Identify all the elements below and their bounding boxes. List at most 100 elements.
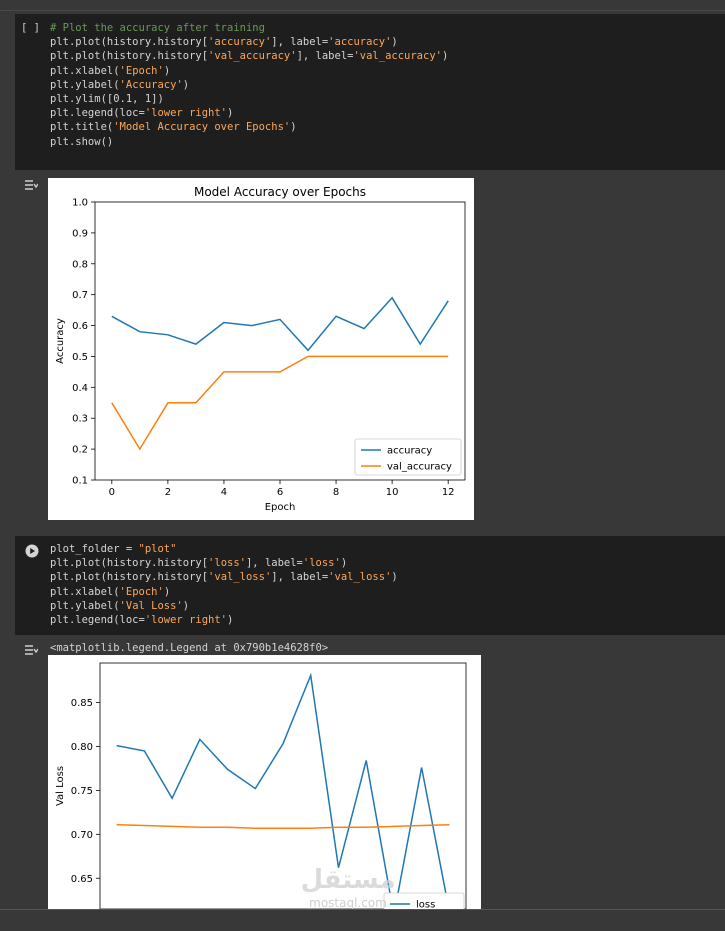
- code-token: "plot": [138, 543, 177, 555]
- code-editor[interactable]: # Plot the accuracy after training plt.pl…: [50, 21, 448, 149]
- y-tick-label: 0.70: [71, 830, 93, 841]
- series-line-loss: [116, 672, 450, 909]
- code-token: ): [441, 50, 449, 63]
- code-token: ): [182, 78, 190, 91]
- output-toggle-icon[interactable]: [24, 178, 38, 192]
- code-line: plt.show(): [50, 135, 448, 149]
- code-line: plt.ylabel('Val Loss'): [50, 599, 398, 613]
- x-tick-label: 8: [333, 487, 339, 498]
- code-token: 'Epoch': [119, 585, 164, 598]
- top-toolbar-edge: [0, 0, 725, 11]
- code-line: plt.ylim([0.1, 1]): [50, 92, 448, 106]
- code-editor[interactable]: plot_folder = "plot" plt.plot(history.his…: [50, 542, 398, 627]
- code-token: 'loss': [208, 557, 246, 570]
- code-token: plt.ylim([0.1, 1]): [50, 92, 164, 105]
- code-token: 'val_accuracy': [353, 50, 442, 63]
- code-token: plt.title(: [50, 121, 114, 134]
- y-tick-label: 0.2: [72, 445, 88, 456]
- code-token: plt.plot(history.history[: [50, 557, 209, 570]
- code-token: 'Accuracy': [119, 78, 183, 91]
- x-axis-label: Epoch: [265, 502, 296, 513]
- y-tick-label: 0.85: [71, 698, 93, 709]
- y-axis-label: Accuracy: [55, 318, 66, 364]
- code-token: 'lower right': [144, 107, 228, 120]
- y-tick-label: 0.80: [71, 742, 93, 753]
- code-token: ], label=: [245, 557, 303, 570]
- code-line: plot_folder = "plot": [50, 542, 398, 556]
- code-token: ): [163, 585, 171, 598]
- code-cell-loss[interactable]: plot_folder = "plot" plt.plot(history.his…: [15, 536, 725, 635]
- code-token: ): [340, 557, 348, 570]
- code-token: plt.plot(history.history[: [50, 36, 209, 49]
- plot-frame: [94, 201, 466, 481]
- series-line-accuracy: [111, 296, 449, 352]
- code-token: ): [391, 571, 398, 584]
- code-line: plt.ylabel('Accuracy'): [50, 78, 448, 92]
- code-line: plt.xlabel('Epoch'): [50, 64, 448, 78]
- code-token: plt.plot(history.history[: [50, 571, 209, 584]
- code-token: ], label=: [296, 50, 354, 63]
- code-token: 'Model Accuracy over Epochs': [113, 121, 291, 134]
- y-axis-label: Val Loss: [55, 766, 66, 806]
- code-token: plot_folder =: [50, 543, 139, 555]
- code-token: 'loss': [302, 557, 341, 570]
- code-token: 'val_loss': [208, 571, 272, 584]
- y-tick-label: 0.65: [71, 874, 93, 885]
- y-tick-label: 0.4: [72, 383, 88, 394]
- code-line: plt.title('Model Accuracy over Epochs'): [50, 120, 448, 134]
- code-line: plt.plot(history.history['loss'], label=…: [50, 556, 398, 570]
- watermark-logo: مستقل: [300, 865, 395, 895]
- y-tick-label: 0.3: [72, 414, 88, 425]
- series-line-val_accuracy: [111, 355, 449, 451]
- code-token: plt.legend(loc=: [50, 613, 145, 626]
- code-line: plt.plot(history.history['accuracy'], la…: [50, 35, 448, 49]
- code-token: 'accuracy': [208, 36, 272, 49]
- code-token: ], label=: [271, 36, 329, 49]
- code-token: plt.ylabel(: [50, 78, 120, 91]
- y-tick-label: 0.9: [72, 228, 88, 239]
- y-tick-label: 1.0: [72, 198, 88, 209]
- code-token: 'lower right': [144, 613, 228, 626]
- code-line: plt.plot(history.history['val_loss'], la…: [50, 570, 398, 584]
- code-token: ): [227, 107, 234, 120]
- x-tick-label: 4: [221, 487, 227, 498]
- code-token: # Plot the accuracy after training: [50, 22, 265, 34]
- code-line: plt.legend(loc='lower right'): [50, 613, 398, 627]
- output-text: <matplotlib.legend.Legend at 0x790b1e462…: [50, 642, 329, 654]
- y-tick-label: 0.5: [72, 352, 88, 363]
- code-token: 'Epoch': [119, 64, 164, 77]
- code-token: plt.xlabel(: [50, 64, 120, 77]
- code-token: plt.ylabel(: [50, 599, 120, 612]
- output-toggle-icon[interactable]: [24, 643, 38, 657]
- y-tick-label: 0.1: [72, 476, 88, 487]
- y-tick-label: 0.7: [72, 290, 88, 301]
- legend-label-loss: loss: [416, 900, 435, 910]
- code-token: plt.legend(loc=: [50, 107, 145, 120]
- legend-box: [383, 892, 465, 909]
- code-token: ): [227, 613, 234, 626]
- code-cell-accuracy[interactable]: [ ] # Plot the accuracy after training pl…: [15, 14, 725, 170]
- plot-frame: [99, 662, 467, 909]
- x-tick-label: 12: [442, 487, 455, 498]
- code-line: plt.legend(loc='lower right'): [50, 106, 448, 120]
- y-tick-label: 0.8: [72, 259, 88, 270]
- play-icon[interactable]: [25, 544, 39, 558]
- y-tick-label: 0.75: [71, 786, 93, 797]
- code-token: 'val_loss': [328, 571, 392, 584]
- code-token: ): [163, 64, 171, 77]
- legend-label-accuracy: accuracy: [387, 446, 432, 457]
- code-line: plt.xlabel('Epoch'): [50, 585, 398, 599]
- legend-box: [354, 438, 462, 476]
- chart-title: Model Accuracy over Epochs: [194, 185, 366, 199]
- code-token: 'Val Loss': [119, 599, 183, 612]
- run-cell-button[interactable]: [ ]: [21, 22, 40, 34]
- code-line: plt.plot(history.history['val_accuracy']…: [50, 49, 448, 63]
- bottom-status-bar: [0, 909, 725, 931]
- x-tick-label: 6: [277, 487, 283, 498]
- code-token: plt.xlabel(: [50, 585, 120, 598]
- code-token: 'val_accuracy': [208, 50, 297, 63]
- code-line: # Plot the accuracy after training: [50, 21, 448, 35]
- code-token: ): [290, 121, 297, 134]
